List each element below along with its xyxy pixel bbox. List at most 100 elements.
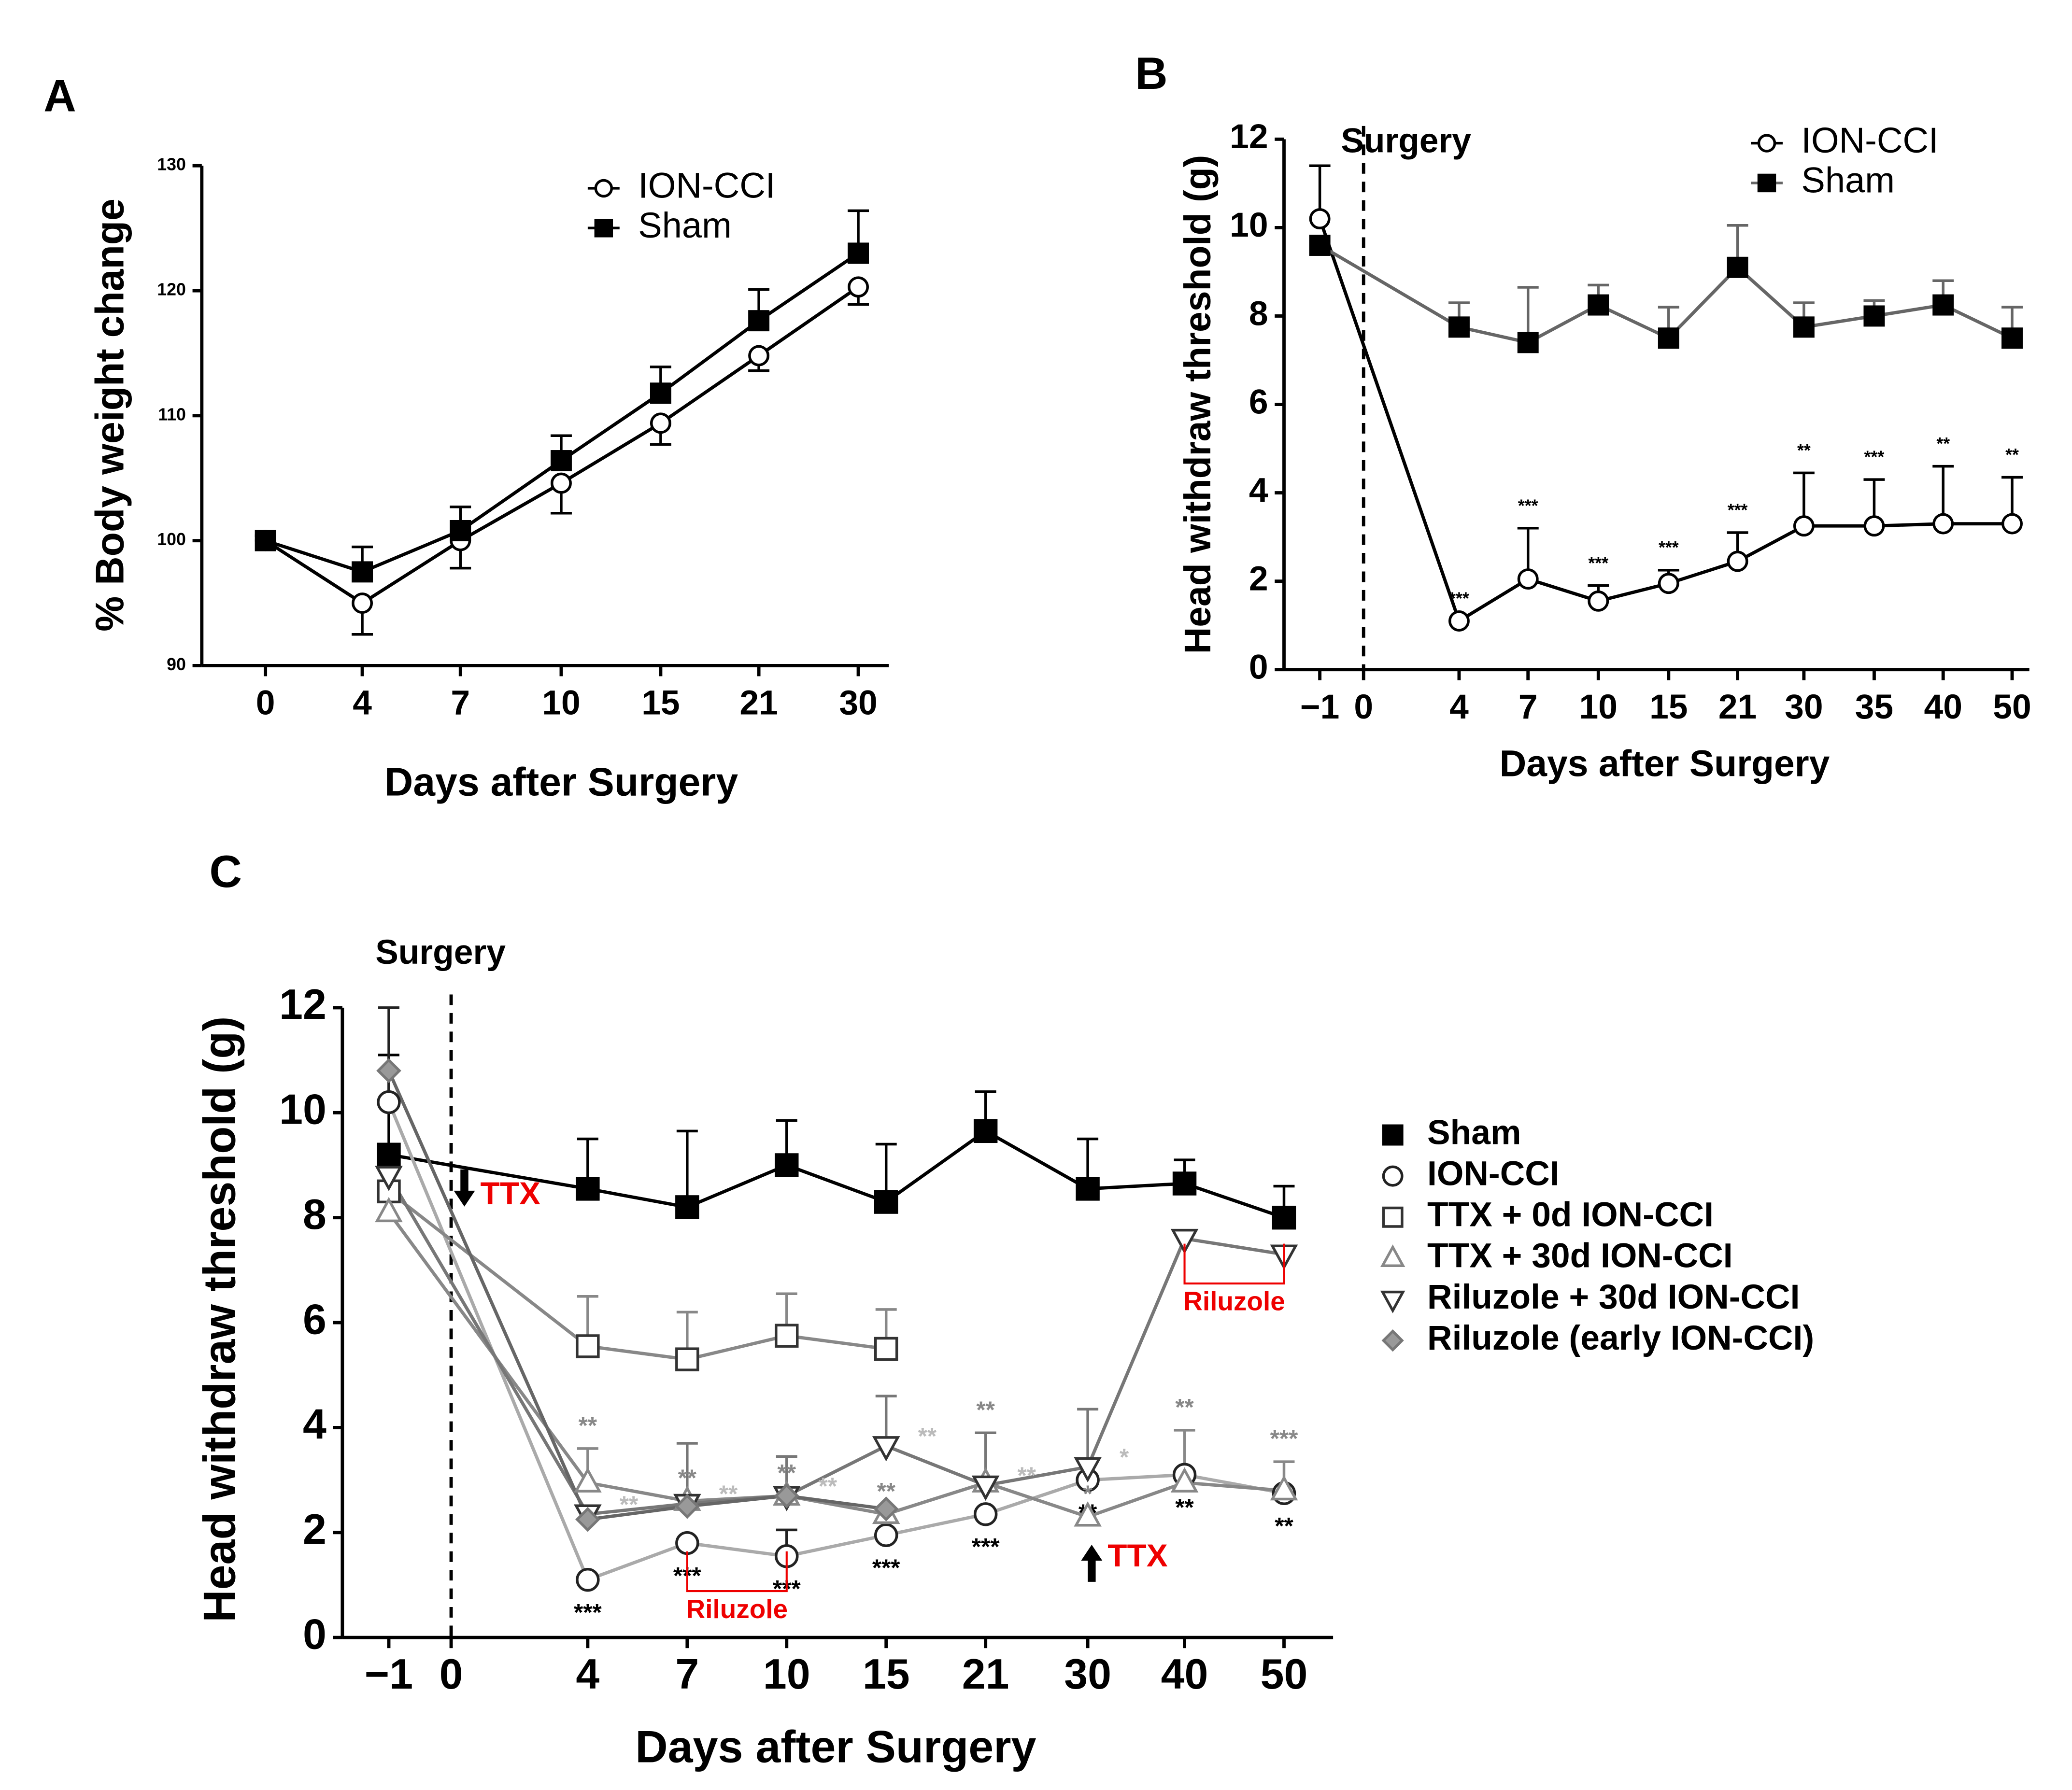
significance: ** [719, 1481, 738, 1508]
significance: ** [579, 1412, 597, 1439]
marker [675, 1195, 699, 1219]
x-tick-label: 4 [576, 1650, 599, 1698]
marker [1793, 316, 1815, 338]
bracket [1183, 1243, 1285, 1285]
significance: *** [1588, 553, 1608, 573]
marker [1170, 1228, 1199, 1254]
marker [594, 219, 613, 238]
marker [1074, 1457, 1102, 1483]
x-tick-label: 50 [1261, 1650, 1308, 1698]
marker [375, 1166, 403, 1191]
significance: ** [1275, 1513, 1293, 1539]
significance: *** [1518, 496, 1538, 515]
significance: *** [872, 1555, 900, 1581]
marker [550, 450, 572, 471]
arrow [454, 1169, 475, 1207]
arrow [1081, 1545, 1103, 1582]
marker [774, 1483, 799, 1508]
significance: *** [1864, 448, 1885, 467]
marker [1380, 1290, 1405, 1313]
marker [574, 1467, 602, 1493]
legend-label: ION-CCI [1801, 120, 1938, 160]
marker [377, 1090, 401, 1114]
marker [1658, 573, 1679, 594]
y-tick-label: 110 [158, 405, 186, 424]
annotation: TTX [1107, 1537, 1167, 1573]
y-tick-label: 8 [1249, 294, 1268, 333]
significance: ** [620, 1491, 639, 1518]
marker [873, 1496, 899, 1522]
panel-label: C [210, 846, 242, 897]
legend-label: Sham [638, 205, 732, 245]
annotation: Riluzole [1183, 1286, 1285, 1316]
x-tick-label: 4 [353, 684, 372, 722]
series-line [387, 1190, 887, 1361]
marker [2001, 513, 2023, 535]
x-tick-label: 15 [1649, 688, 1688, 726]
x-tick-label: 0 [256, 684, 275, 722]
series-line [1318, 218, 2013, 624]
y-tick-label: 4 [1249, 471, 1268, 509]
marker [594, 179, 613, 198]
bracket [686, 1551, 788, 1593]
marker [973, 1502, 998, 1526]
surgery-label: Surgery [1341, 121, 1471, 160]
marker [377, 1142, 401, 1167]
significance: *** [1728, 500, 1748, 520]
marker [352, 592, 373, 614]
x-tick-label: −1 [1300, 688, 1339, 726]
y-tick-label: 100 [157, 530, 186, 549]
marker [775, 1153, 799, 1177]
marker [1863, 305, 1885, 327]
marker [650, 382, 671, 404]
y-axis-label: % Body weight change [88, 198, 132, 632]
marker [1588, 294, 1609, 316]
marker [1793, 515, 1815, 537]
marker [255, 530, 276, 551]
panel-label: B [1135, 48, 1167, 99]
marker [1757, 173, 1776, 193]
x-axis-label: Days after Surgery [1500, 743, 1830, 784]
marker [352, 561, 373, 583]
x-axis-label: Days after Surgery [635, 1721, 1036, 1772]
y-tick-label: 4 [303, 1400, 326, 1448]
y-tick-label: 0 [303, 1610, 326, 1658]
marker [874, 1523, 898, 1547]
significance: * [1120, 1444, 1129, 1471]
y-tick-label: 0 [1249, 648, 1268, 687]
x-tick-label: 30 [1785, 688, 1823, 726]
significance: ** [976, 1396, 995, 1423]
marker [1074, 1501, 1102, 1527]
y-tick-label: 10 [279, 1085, 326, 1133]
legend-label: Sham [1801, 160, 1895, 200]
y-tick-label: 2 [303, 1505, 326, 1553]
y-tick-label: 120 [157, 280, 186, 299]
marker [1658, 327, 1679, 349]
marker [874, 1337, 898, 1361]
marker [874, 1190, 898, 1214]
significance: *** [1659, 538, 1679, 557]
legend-label: ION-CCI [638, 165, 775, 205]
marker [1381, 1329, 1404, 1352]
significance: ** [1175, 1494, 1194, 1521]
marker [1382, 1124, 1404, 1146]
x-tick-label: 7 [675, 1650, 699, 1698]
significance: ** [678, 1465, 697, 1492]
marker [576, 1567, 600, 1592]
marker [971, 1475, 1000, 1501]
marker [650, 412, 671, 434]
significance: ** [1175, 1394, 1194, 1421]
marker [675, 1531, 699, 1555]
legend-label: Sham [1427, 1113, 1521, 1152]
legend-label: ION-CCI [1427, 1154, 1560, 1193]
marker [848, 276, 869, 298]
legend-label: Riluzole (early ION-CCI) [1427, 1319, 1814, 1357]
series-line [1319, 244, 2013, 344]
marker [1932, 294, 1954, 316]
x-tick-label: 30 [839, 684, 877, 722]
significance: *** [574, 1599, 602, 1626]
x-tick-label: 15 [863, 1650, 910, 1698]
x-tick-label: 50 [1993, 688, 2031, 726]
marker [848, 242, 869, 264]
